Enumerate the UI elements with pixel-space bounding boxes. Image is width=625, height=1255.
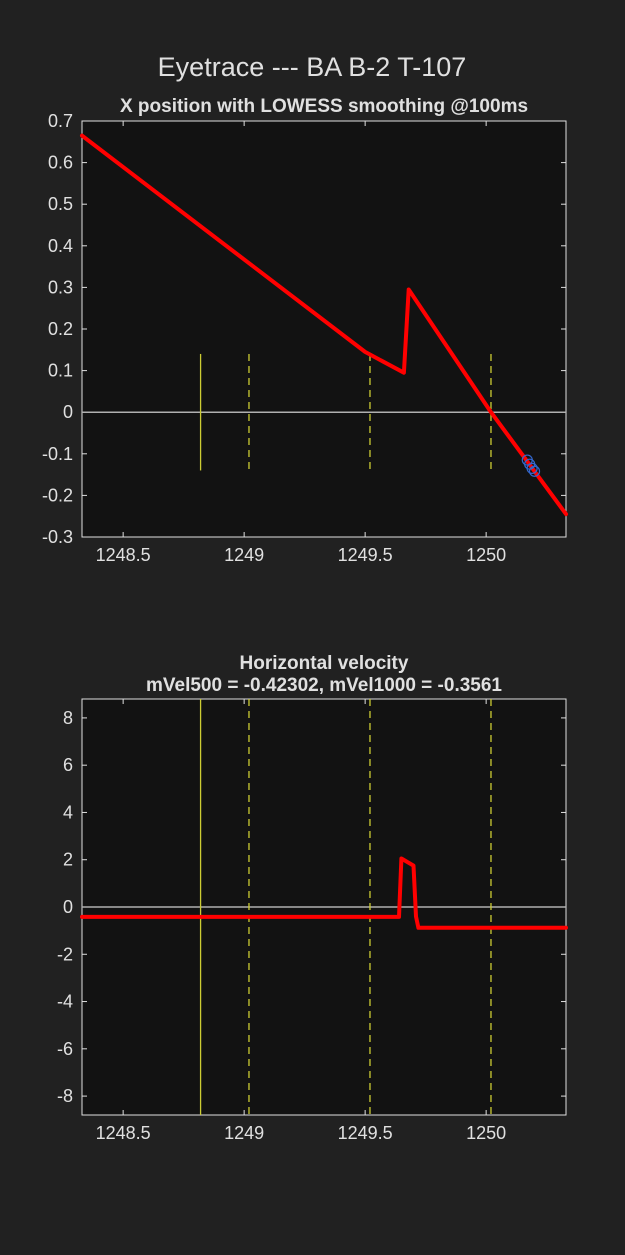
x-position-marker xyxy=(526,462,538,474)
velocity-series-velocity xyxy=(80,856,568,930)
velocity-ytick-label: -2 xyxy=(57,944,73,964)
velocity-ytick-label: -6 xyxy=(57,1039,73,1059)
velocity-ytick-label: 4 xyxy=(63,802,73,822)
velocity-ytick-label: 2 xyxy=(63,850,73,870)
x-position-xtick-label: 1249.5 xyxy=(338,545,393,565)
x-position-ytick-label: 0 xyxy=(63,402,73,422)
x-position-ytick-label: -0.1 xyxy=(42,444,73,464)
x-position-xtick-label: 1249 xyxy=(224,545,264,565)
x-position-xtick-label: 1248.5 xyxy=(96,545,151,565)
velocity-ytick-label: -4 xyxy=(57,992,73,1012)
velocity-ytick-label: -8 xyxy=(57,1086,73,1106)
velocity-xtick-label: 1250 xyxy=(466,1123,506,1143)
velocity-xtick-label: 1249 xyxy=(224,1123,264,1143)
x-position-ytick-label: 0.4 xyxy=(48,236,73,256)
x-position-ytick-label: 0.1 xyxy=(48,361,73,381)
velocity-title: Horizontal velocity xyxy=(240,653,409,674)
velocity-ticks: -8 -6 -4 -2 0 2 4 6 8 1248.5 1249 1249.5 1250 xyxy=(57,699,566,1143)
x-position-ytick-label: 0.6 xyxy=(48,153,73,173)
x-position-panel: X position with LOWESS smoothing @100ms … xyxy=(42,96,568,565)
x-position-ytick-label: 0.3 xyxy=(48,277,73,297)
x-position-ytick-label: 0.5 xyxy=(48,194,73,214)
velocity-ytick-label: 0 xyxy=(63,897,73,917)
figure-title: Eyetrace --- BA B-2 T-107 xyxy=(158,52,467,82)
x-position-event-lines xyxy=(82,353,566,471)
velocity-event-lines xyxy=(82,699,566,1115)
x-position-ytick-label: 0.7 xyxy=(48,111,73,131)
x-position-series xyxy=(80,133,568,517)
velocity-subtitle: mVel500 = -0.42302, mVel1000 = -0.3561 xyxy=(146,675,502,696)
velocity-xtick-label: 1249.5 xyxy=(338,1123,393,1143)
x-position-ytick-label: 0.2 xyxy=(48,319,73,339)
x-position-ticks: -0.3 -0.2 -0.1 0 0.1 0.2 0.3 0.4 0.5 0.6 0.7 1248.5… xyxy=(42,111,566,565)
x-position-series-x-position xyxy=(80,133,568,517)
x-position-title: X position with LOWESS smoothing @100ms xyxy=(120,96,528,117)
velocity-panel: Horizontal velocity mVel500 = -0.42302, … xyxy=(57,653,568,1143)
velocity-ytick-label: 6 xyxy=(63,755,73,775)
velocity-series xyxy=(80,856,568,930)
x-position-markers xyxy=(521,454,541,477)
x-position-plot-area xyxy=(81,120,567,538)
x-position-xtick-label: 1250 xyxy=(466,545,506,565)
velocity-xtick-label: 1248.5 xyxy=(96,1123,151,1143)
x-position-ytick-label: -0.3 xyxy=(42,527,73,547)
x-position-ytick-label: -0.2 xyxy=(42,485,73,505)
velocity-ytick-label: 8 xyxy=(63,708,73,728)
x-position-marker xyxy=(528,465,541,477)
